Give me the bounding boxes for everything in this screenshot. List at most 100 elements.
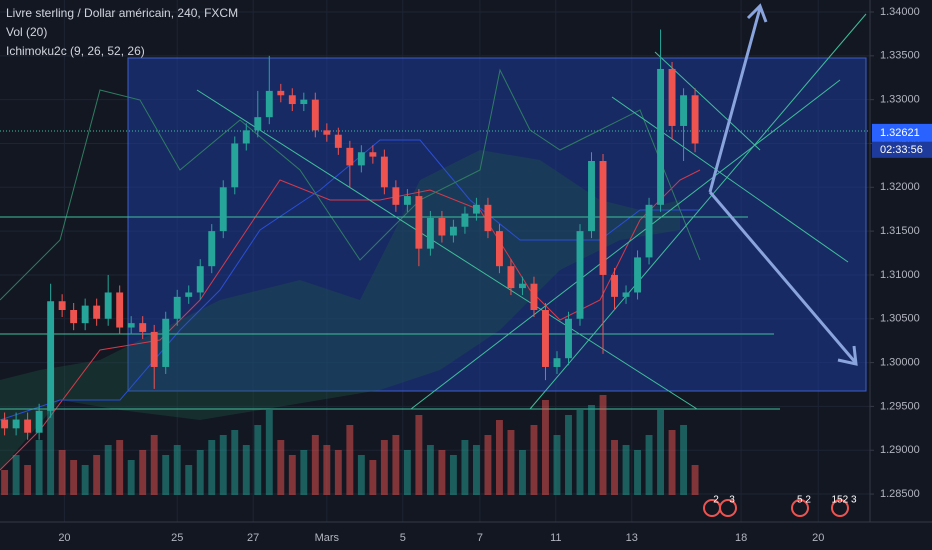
countdown-badge [872,141,932,158]
y-tick-label: 1.31000 [880,269,920,281]
trend-line [410,79,841,410]
volume-bar [162,455,170,495]
plot [1,29,699,495]
candle-body [634,257,641,293]
candle-body [81,305,89,324]
volume-bar [565,415,572,495]
candle-body [323,130,331,135]
range-box [127,57,867,392]
volume-bar [392,435,400,495]
last-price-badge [872,123,932,142]
trend-line [529,13,867,410]
candle-body [357,152,365,166]
volume-bar [680,425,688,495]
candle-body [426,217,434,249]
candle-body [611,274,618,297]
kijun-line [0,139,700,421]
indicator-label: Ichimoku2c (9, 26, 52, 26) [6,44,145,58]
volume-bar [185,465,193,495]
volume-bar [254,425,262,495]
volume-bar [208,440,216,495]
candle-body [334,134,342,148]
candle-body [300,99,308,105]
volume-bar [380,440,388,495]
volume-bar [231,430,239,495]
volume-bar [634,450,641,495]
candle-body [403,196,411,205]
candle-body [196,266,204,293]
candle-body [242,130,250,144]
candle-body [565,318,572,359]
candle-body [668,68,676,126]
volume-bar [93,455,101,495]
drawings [0,3,870,471]
trend-line [611,96,849,263]
x-tick-label: 18 [735,532,747,544]
volume-bar [369,460,377,495]
forecast-arrow [708,3,768,193]
candle-body [70,310,78,324]
candle-body [507,266,515,289]
candle-body [380,156,388,188]
volume-bar [426,445,434,495]
volume-bar [588,405,595,495]
event-badge [791,499,809,517]
candle-body [277,90,285,96]
candle-body [622,292,630,297]
candle-body [162,318,170,367]
y-tick-label: 1.34000 [880,6,920,18]
x-tick-label: 27 [247,532,259,544]
candle-body [461,213,469,227]
y-tick-label: 1.29000 [880,444,920,456]
candle-body [173,296,181,319]
volume-bar [277,440,285,495]
y-tick-label: 1.30500 [880,313,920,325]
volume-bar [116,440,124,495]
candle-body [495,231,503,267]
candle-body [576,231,584,319]
candle-body [265,90,273,118]
x-tick-label: 5 [400,532,406,544]
volume-bar [599,395,607,495]
volume-bar [346,425,354,495]
volume-bar [300,450,308,495]
candle-body [645,204,653,258]
candle-body [58,301,66,311]
candle-body [24,419,32,433]
candle-body [542,310,549,367]
volume-bar [47,405,55,495]
x-tick-label: 11 [550,532,561,544]
candle-body [208,231,216,267]
x-tick-label: 13 [626,532,638,544]
event-label: 5 2 [797,495,811,506]
volume-bar [495,420,503,495]
candle-body [231,143,239,188]
volume-bar [357,455,365,495]
candle-body [150,331,158,367]
candle-body [219,187,227,232]
volume-bar [265,410,273,495]
candle-body [680,95,688,126]
candle-body [599,161,607,275]
volume-bar [334,450,342,495]
volume-bar [1,470,9,495]
volume-bar [288,455,296,495]
x-tick-label: 25 [171,532,183,544]
candle-body [449,226,457,236]
volume-bar [70,460,78,495]
y-tick-label: 1.33000 [880,94,920,106]
candle-body [691,95,699,144]
candle-body [415,196,423,249]
last-price-label: 1.32621 [880,127,920,139]
forecast-arrow [708,191,858,366]
volume-bar [576,410,584,495]
x-tick-label: 20 [812,532,824,544]
x-tick-label: Mars [315,532,340,544]
volume-bar [461,440,469,495]
candle-body [657,68,665,205]
volume-bar [12,455,20,495]
chikou-line [0,68,701,301]
event-label: 152 3 [831,495,856,506]
event-badge [831,499,849,517]
